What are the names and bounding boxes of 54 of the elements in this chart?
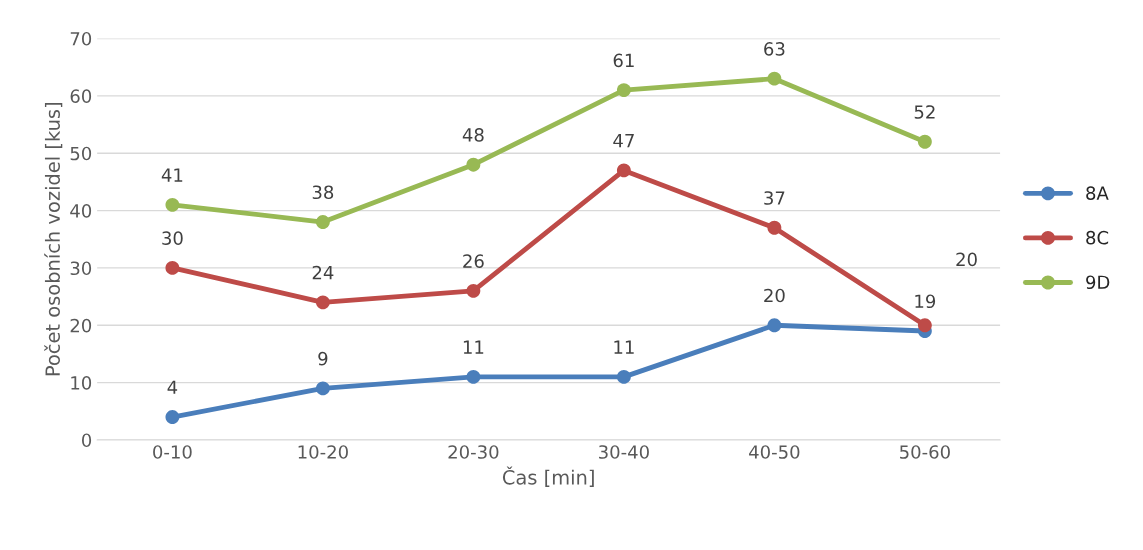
data-label: 4: [167, 380, 178, 394]
point: [315, 295, 330, 310]
point: [767, 318, 782, 333]
data-label: 11: [463, 340, 484, 354]
x-tick-label: 0-10: [153, 445, 192, 459]
point: [165, 410, 180, 424]
x-tick-label: 10-20: [298, 445, 348, 459]
data-label: 37: [764, 191, 785, 205]
y-tick-label: 60: [70, 89, 92, 103]
data-label: 52: [914, 105, 935, 119]
y-tick-label: 40: [70, 204, 92, 218]
point: [917, 134, 932, 149]
point: [616, 83, 631, 98]
data-label: 26: [463, 254, 484, 268]
x-tick-label: 50-60: [900, 445, 950, 459]
x-tick-label: 20-30: [448, 445, 499, 459]
data-label: 20: [764, 288, 785, 303]
data-label: 48: [462, 128, 484, 142]
point: [466, 157, 481, 172]
legend-label: 8A: [1086, 186, 1109, 200]
point: [466, 369, 481, 384]
y-tick-label: 20: [70, 318, 92, 333]
y-tick-label: 0: [82, 433, 92, 448]
x-tick-label: 30-40: [599, 445, 649, 459]
point: [165, 260, 180, 275]
data-label: 9: [318, 351, 328, 366]
legend-label: 8C: [1086, 230, 1109, 245]
y-tick-label: 70: [70, 31, 92, 46]
data-label: 24: [312, 265, 334, 280]
y-tick-label: 10: [71, 376, 92, 390]
point: [616, 369, 631, 384]
x-tick-label: 40-50: [749, 445, 800, 459]
data-label: 63: [764, 42, 785, 56]
y-axis-title: Počet osobních vozidel [kus]: [44, 103, 63, 376]
data-label: 11: [614, 340, 634, 354]
point: [767, 220, 782, 235]
point: [616, 163, 631, 178]
data-label: 30: [162, 231, 183, 245]
point: [315, 381, 330, 396]
y-tick-label: 50: [70, 146, 92, 161]
data-label: 20: [956, 252, 977, 267]
data-label: 41: [161, 168, 183, 182]
data-label: 61: [613, 53, 634, 68]
point: [466, 283, 481, 298]
data-label: 19: [915, 294, 936, 309]
point: [315, 215, 330, 229]
data-label: 47: [613, 134, 634, 148]
point: [917, 318, 932, 333]
y-tick-label: 30: [70, 261, 92, 276]
point: [165, 197, 180, 212]
legend-label: 9D: [1086, 275, 1110, 290]
data-label: 38: [312, 185, 334, 200]
point: [767, 71, 782, 86]
x-axis-title: Čas [min]: [502, 466, 594, 487]
